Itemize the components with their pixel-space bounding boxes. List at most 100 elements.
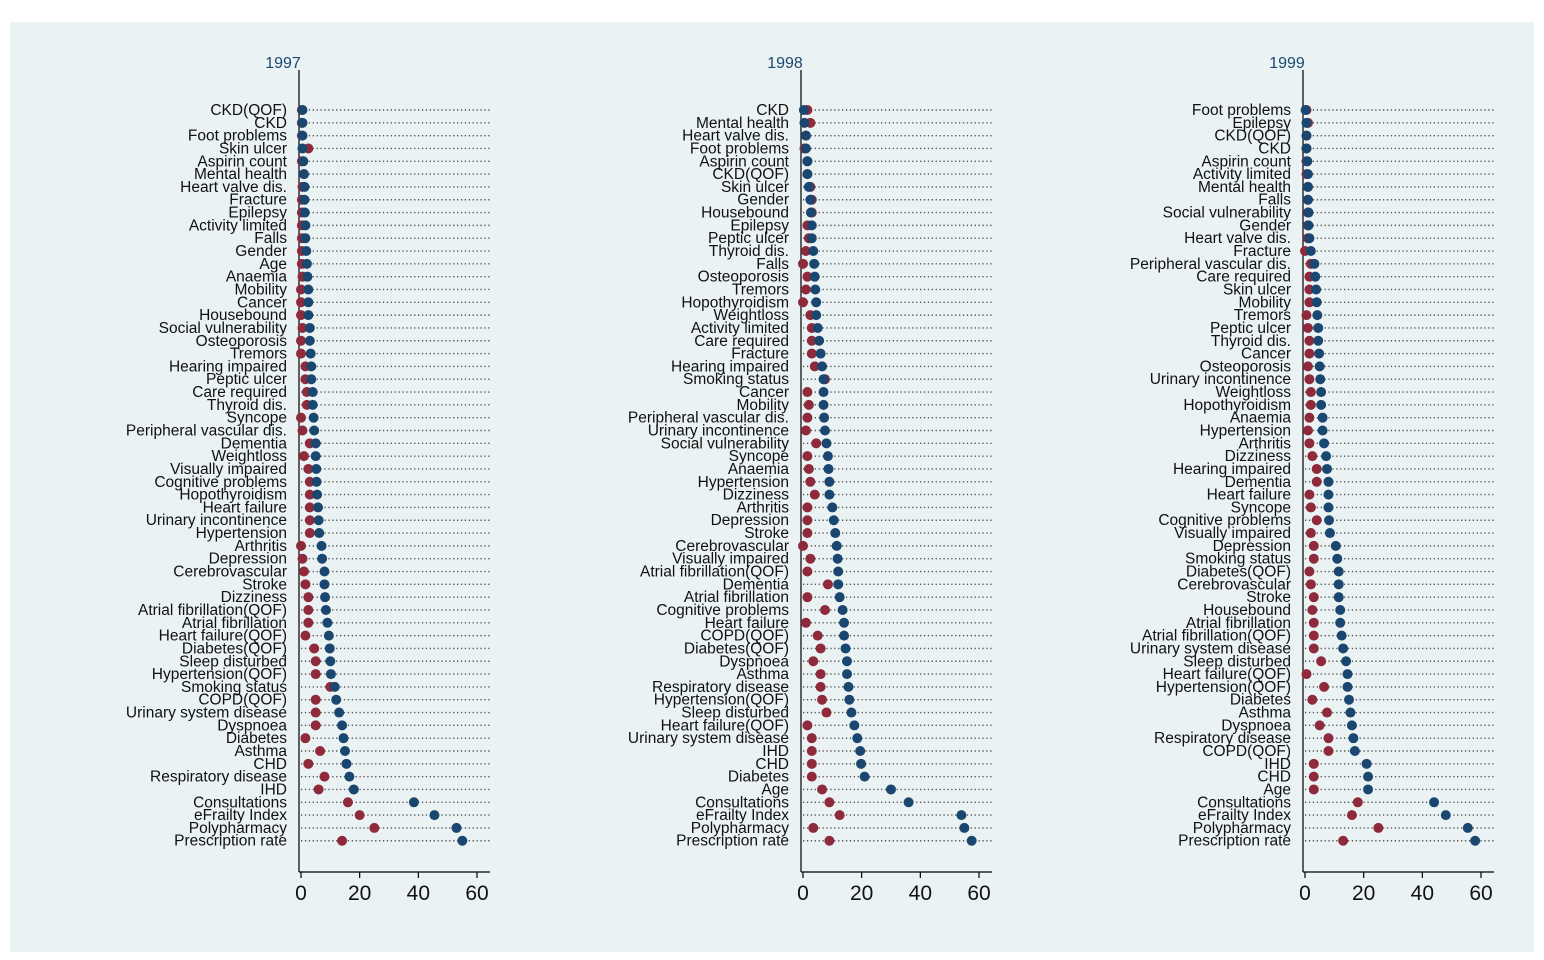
marker-b (837, 604, 848, 615)
marker-a (1311, 463, 1322, 474)
marker-b (300, 233, 311, 244)
category-label: Dizziness (221, 589, 288, 606)
category-label: Sleep disturbed (681, 705, 789, 722)
panel-title: 1998 (767, 55, 803, 72)
marker-b (306, 361, 317, 372)
marker-a (1301, 669, 1312, 680)
marker-a (354, 810, 365, 821)
marker-b (1333, 566, 1344, 577)
marker-a (808, 822, 819, 833)
category-label: Anaemia (226, 269, 288, 286)
marker-b (1302, 156, 1313, 167)
category-label: CKD(QOF) (712, 166, 789, 183)
category-label: Prescription rate (174, 833, 287, 850)
marker-b (302, 271, 313, 282)
marker-b (1322, 463, 1332, 474)
marker-a (802, 515, 813, 526)
category-label: Gender (737, 192, 789, 209)
category-label: Hypertension (1200, 423, 1291, 440)
marker-b (1316, 399, 1327, 410)
category-label: Skin ulcer (721, 179, 789, 196)
marker-b (457, 835, 468, 846)
category-label: COPD(QOF) (700, 628, 789, 645)
category-label: Cancer (237, 294, 287, 311)
category-label: Tremors (732, 281, 789, 298)
category-label: eFrailty Index (194, 807, 287, 824)
category-label: Atrial fibrillation (684, 589, 789, 606)
marker-b (1332, 553, 1343, 564)
marker-a (310, 720, 321, 731)
marker-a (1302, 361, 1313, 372)
marker-a (297, 322, 308, 333)
category-label: Aspirin count (197, 153, 287, 170)
marker-a (1305, 502, 1316, 513)
marker-a (1304, 374, 1315, 385)
marker-b (303, 284, 314, 295)
marker-a (800, 617, 811, 628)
marker-b (840, 643, 851, 654)
marker-b (319, 566, 330, 577)
marker-a (1323, 746, 1334, 756)
category-label: Urinary incontinence (146, 512, 287, 529)
marker-b (322, 617, 333, 628)
marker-b (846, 707, 857, 718)
marker-b (798, 105, 809, 115)
marker-b (329, 681, 340, 692)
category-label: Depression (209, 551, 287, 568)
marker-b (1323, 489, 1334, 500)
marker-a (811, 438, 822, 449)
category-label: COPD(QOF) (198, 692, 287, 709)
marker-b (823, 463, 834, 474)
marker-b (348, 784, 359, 795)
marker-b (303, 310, 314, 321)
marker-a (802, 387, 813, 398)
category-label: Atrial fibrillation(QOF) (640, 564, 789, 581)
marker-b (1361, 758, 1372, 769)
category-label: Fracture (731, 346, 789, 363)
marker-a (815, 681, 826, 692)
marker-a (303, 604, 314, 615)
marker-b (828, 515, 839, 526)
category-label: CKD(QOF) (210, 102, 287, 119)
marker-b (809, 271, 820, 282)
marker-b (844, 694, 855, 705)
category-label: Smoking status (683, 371, 789, 388)
category-label: Foot problems (1192, 102, 1291, 119)
category-label: Visually impaired (1174, 525, 1291, 542)
category-label: Urinary system disease (126, 705, 287, 722)
marker-b (313, 515, 324, 526)
category-label: Fracture (229, 192, 287, 209)
marker-b (843, 681, 854, 692)
category-label: Heart failure(QOF) (661, 717, 789, 734)
marker-a (300, 733, 311, 744)
marker-a (342, 797, 353, 808)
category-label: Urinary system disease (1130, 640, 1291, 657)
x-tick-label: 20 (1352, 882, 1375, 905)
category-label: Age (1263, 781, 1291, 798)
category-label: Dyspnoea (719, 653, 789, 670)
marker-b (819, 412, 830, 423)
category-label: Anaemia (1230, 410, 1292, 427)
category-label: Osteoporosis (698, 269, 790, 286)
marker-b (1336, 630, 1347, 641)
marker-b (1303, 220, 1314, 231)
marker-a (303, 463, 314, 474)
category-label: Activity limited (1193, 166, 1291, 183)
category-label: CKD(QOF) (1214, 128, 1291, 145)
marker-b (811, 297, 822, 308)
category-label: Hopothyroidism (1183, 397, 1291, 414)
marker-b (1440, 810, 1451, 821)
category-label: CKD (1258, 140, 1291, 157)
marker-a (304, 489, 315, 500)
marker-a (1308, 617, 1319, 628)
category-label: Falls (254, 230, 287, 247)
category-label: Skin ulcer (1223, 281, 1291, 298)
category-label: Sleep disturbed (1183, 653, 1291, 670)
category-label: Care required (1196, 269, 1291, 286)
marker-b (1316, 387, 1327, 398)
marker-b (818, 399, 829, 410)
marker-a (1305, 528, 1316, 539)
marker-b (812, 322, 823, 333)
marker-a (296, 412, 306, 423)
